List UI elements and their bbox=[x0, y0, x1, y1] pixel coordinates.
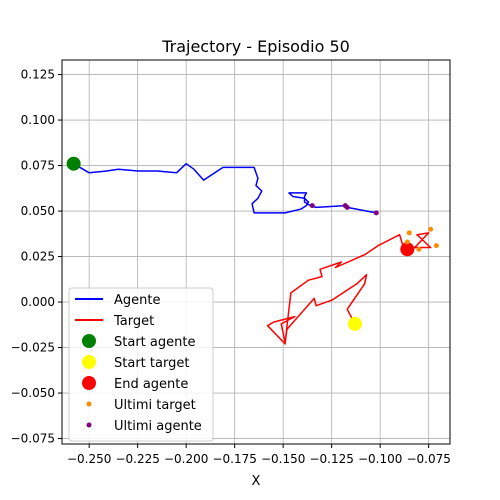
x-tick-label: −0.100 bbox=[358, 452, 402, 466]
point-ultimi-agente bbox=[309, 203, 315, 209]
marker-start-agente bbox=[66, 156, 81, 171]
point-ultimi-target bbox=[433, 243, 439, 249]
x-tick-label: −0.250 bbox=[67, 452, 111, 466]
legend-label-start-target: Start target bbox=[114, 356, 189, 371]
x-tick-label: −0.075 bbox=[406, 452, 450, 466]
point-ultimi-agente bbox=[373, 210, 379, 216]
plot-area bbox=[66, 156, 439, 345]
x-tick-label: −0.175 bbox=[212, 452, 256, 466]
y-tick-label: 0.000 bbox=[21, 295, 55, 309]
legend-label-target: Target bbox=[113, 314, 154, 329]
legend-swatch-start-target bbox=[82, 355, 96, 369]
legend-box bbox=[68, 287, 214, 442]
legend-swatch-ultimi-target bbox=[86, 401, 92, 407]
y-tick-label: 0.050 bbox=[21, 204, 55, 218]
legend-swatch-ultimi-agente bbox=[86, 422, 92, 428]
series-line-agente bbox=[73, 162, 377, 214]
axis-ticks: −0.250 −0.225 −0.200 −0.175 −0.150 −0.125 −0.1… bbox=[11, 68, 451, 466]
legend-label-end-agente: End agente bbox=[114, 377, 188, 392]
legend-swatch-start-agente bbox=[82, 334, 96, 348]
y-tick-label: 0.100 bbox=[21, 113, 55, 127]
x-tick-label: −0.225 bbox=[115, 452, 159, 466]
marker-end-agente bbox=[400, 242, 415, 257]
legend-label-start-agente: Start agente bbox=[114, 335, 195, 350]
legend-swatch-end-agente bbox=[82, 376, 96, 390]
point-ultimi-target bbox=[404, 239, 410, 245]
legend-label-ultimi-agente: Ultimi agente bbox=[114, 419, 202, 434]
chart-title: Trajectory - Episodio 50 bbox=[161, 37, 350, 56]
y-tick-label: 0.025 bbox=[21, 250, 55, 264]
marker-start-target bbox=[347, 316, 362, 331]
y-tick-label: 0.075 bbox=[21, 159, 55, 173]
point-ultimi-target bbox=[406, 230, 412, 236]
y-tick-label: −0.025 bbox=[11, 341, 55, 355]
legend-label-agente: Agente bbox=[114, 293, 160, 308]
point-ultimi-target bbox=[428, 226, 434, 232]
y-tick-label: 0.125 bbox=[21, 68, 55, 82]
legend-label-ultimi-target: Ultimi target bbox=[114, 398, 196, 413]
point-ultimi-target bbox=[416, 246, 422, 252]
y-tick-label: −0.075 bbox=[11, 432, 55, 446]
legend: Agente Target Start agente Start target End … bbox=[68, 287, 214, 442]
point-ultimi-agente bbox=[344, 204, 350, 210]
x-tick-label: −0.200 bbox=[164, 452, 208, 466]
x-axis-label: X bbox=[252, 474, 261, 489]
axes-frame bbox=[61, 59, 451, 445]
y-tick-label: −0.050 bbox=[11, 386, 55, 400]
x-tick-label: −0.125 bbox=[309, 452, 353, 466]
x-tick-label: −0.150 bbox=[261, 452, 305, 466]
